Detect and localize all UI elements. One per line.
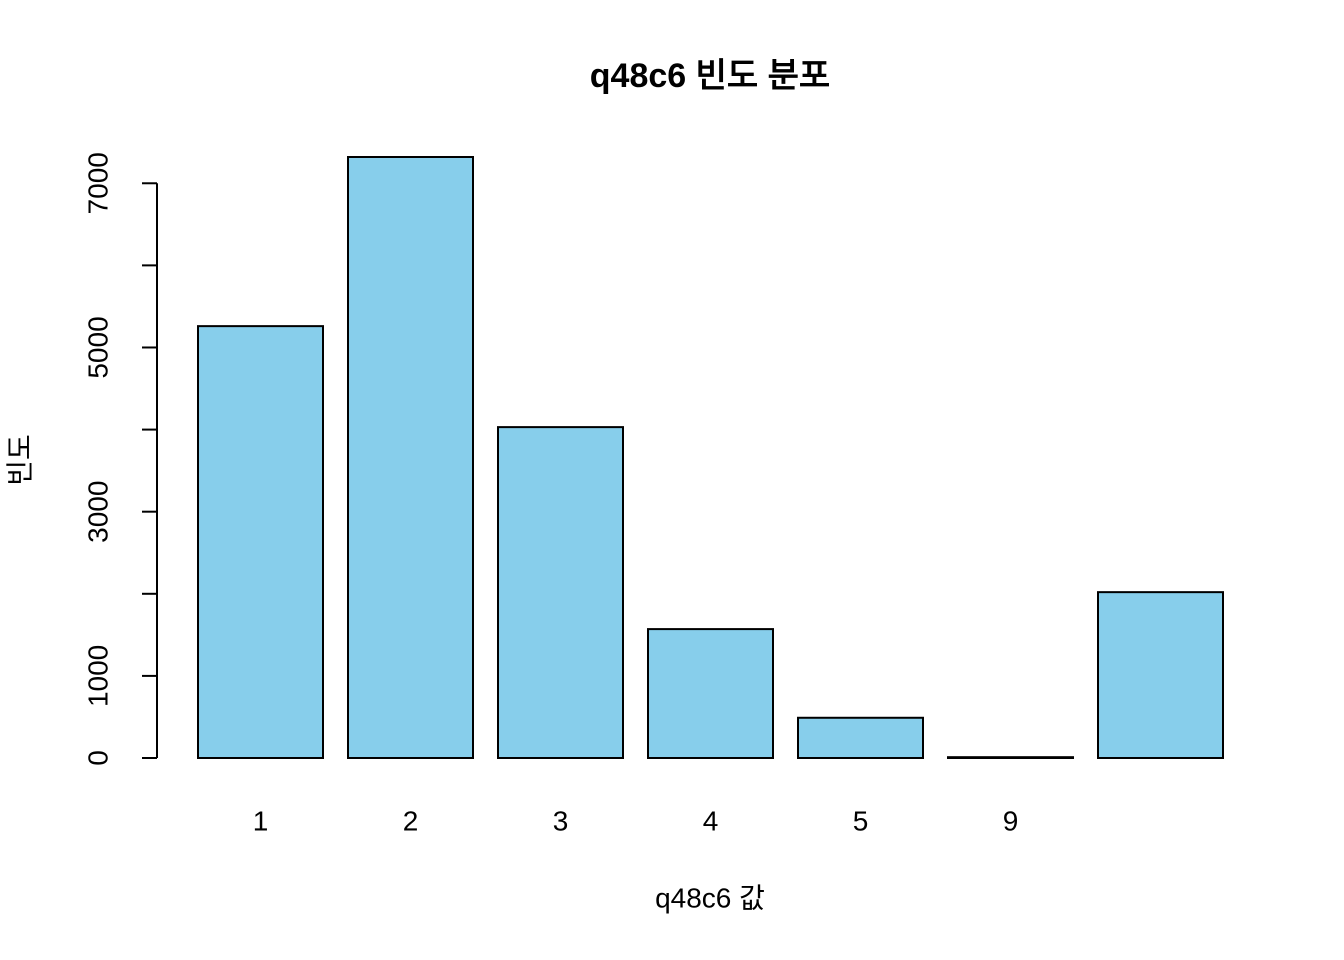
bar xyxy=(647,628,774,759)
x-tick-label: 1 xyxy=(253,805,269,836)
y-tick-label: 3000 xyxy=(82,481,113,543)
chart-title: q48c6 빈도 분포 xyxy=(590,57,830,95)
x-tick-label: 4 xyxy=(703,805,719,836)
bar xyxy=(1097,591,1224,759)
bar xyxy=(497,426,624,759)
bar xyxy=(347,156,474,759)
x-tick-label: 3 xyxy=(553,805,569,836)
x-tick-label: 9 xyxy=(1003,805,1019,836)
x-axis-label: q48c6 값 xyxy=(655,882,765,913)
y-tick-label: 7000 xyxy=(82,152,113,214)
y-tick-label: 5000 xyxy=(82,316,113,378)
y-tick-label: 1000 xyxy=(82,645,113,707)
y-axis-label: 빈도 xyxy=(4,434,35,486)
x-tick-label: 5 xyxy=(853,805,869,836)
x-tick-label: 2 xyxy=(403,805,419,836)
bar xyxy=(197,325,324,759)
bar xyxy=(947,756,1074,759)
y-tick-label: 0 xyxy=(82,750,113,766)
bar xyxy=(797,716,924,759)
